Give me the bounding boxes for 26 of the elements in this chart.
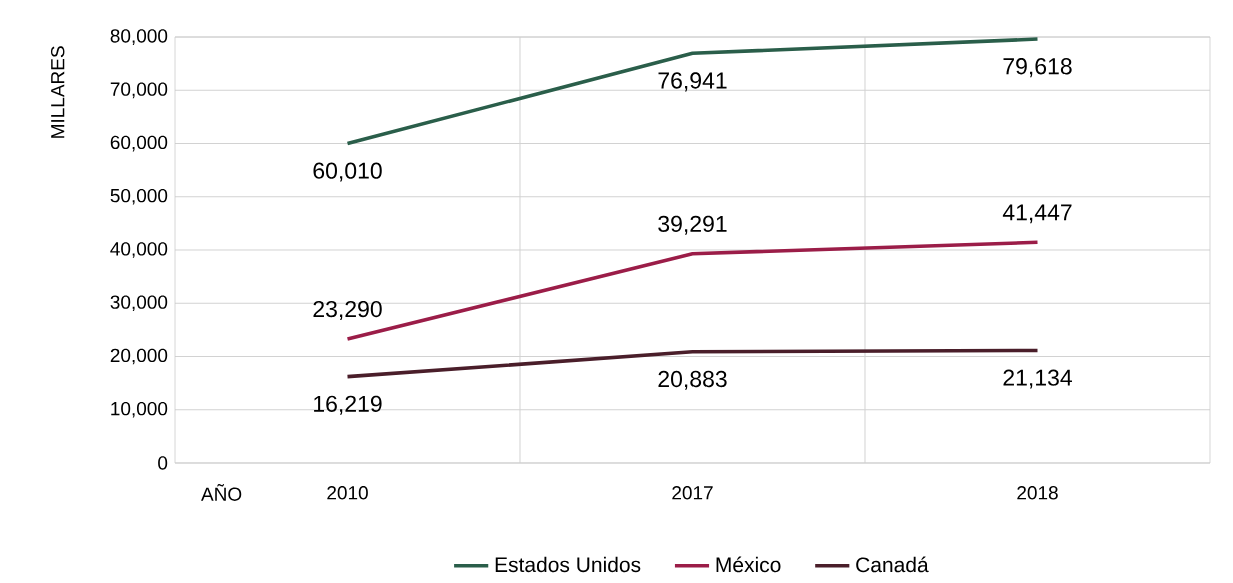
- y-tick-label: 0: [158, 456, 168, 470]
- legend-label: Canadá: [856, 556, 929, 573]
- data-label: 39,291: [658, 215, 727, 235]
- x-axis-title: AÑO: [201, 484, 242, 501]
- data-label: 60,010: [313, 162, 382, 182]
- y-tick-label: 70,000: [110, 82, 168, 99]
- data-label: 23,290: [313, 300, 382, 320]
- data-label: 76,941: [658, 72, 727, 92]
- y-tick-label: 30,000: [110, 295, 168, 312]
- y-axis-title: MILLARES: [50, 46, 65, 138]
- x-tick-label: 2018: [1017, 486, 1058, 500]
- x-tick-label: 2010: [327, 486, 368, 500]
- y-tick-label: 80,000: [110, 29, 168, 45]
- data-label: 79,618: [1003, 58, 1072, 78]
- data-label: 16,219: [314, 395, 382, 415]
- y-tick-label: 50,000: [110, 188, 168, 205]
- y-tick-label: 40,000: [110, 242, 168, 258]
- data-label: 20,883: [658, 370, 727, 390]
- y-tick-label: 60,000: [110, 135, 168, 152]
- x-tick-label: 2017: [672, 486, 713, 500]
- data-label: 41,447: [1002, 204, 1072, 224]
- data-label: 21,134: [1003, 369, 1072, 389]
- y-tick-label: 10,000: [111, 401, 168, 418]
- y-tick-label: 20,000: [110, 348, 168, 365]
- legend-label: Estados Unidos: [495, 556, 641, 573]
- legend-label: México: [716, 556, 781, 573]
